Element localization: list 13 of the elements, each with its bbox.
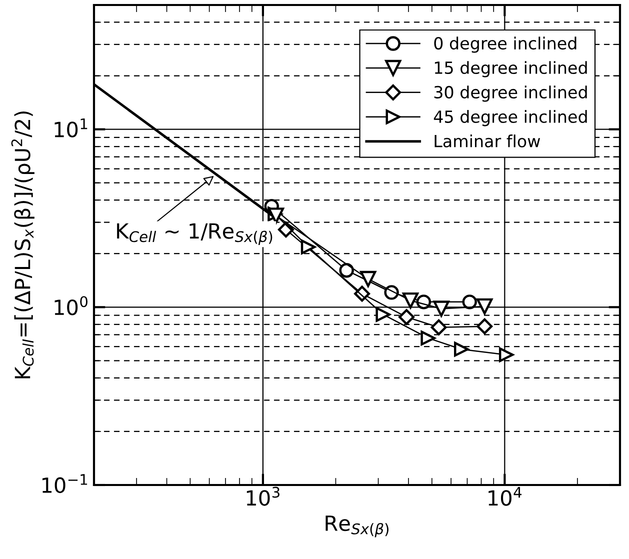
- y-tick-label: 10$^{0}$: [54, 296, 88, 316]
- legend-label: 30 degree inclined: [434, 86, 587, 102]
- annotation: K$_{Cell}$ ∼ 1/Re$_{Sx(β)}$: [117, 223, 272, 245]
- legend-label: Laminar flow: [434, 134, 540, 148]
- legend-label: 15 degree inclined: [434, 61, 587, 78]
- y-tick-label: 10$^{1}$: [54, 118, 88, 138]
- y-axis-title: K$_{Cell}$=[(ΔP/L)S$_{x}$(β)]/(ρU$^{2}$/2): [11, 112, 34, 378]
- y-tick-label: 10$^{−1}$: [42, 474, 88, 494]
- legend-label: 45 degree inclined: [434, 110, 587, 126]
- x-axis-title: Re$_{Sx(β)}$: [326, 516, 388, 538]
- x-tick-label: 10$^{3}$: [246, 486, 280, 506]
- legend-label: 0 degree inclined: [434, 36, 576, 53]
- x-tick-label: 10$^{4}$: [488, 486, 522, 506]
